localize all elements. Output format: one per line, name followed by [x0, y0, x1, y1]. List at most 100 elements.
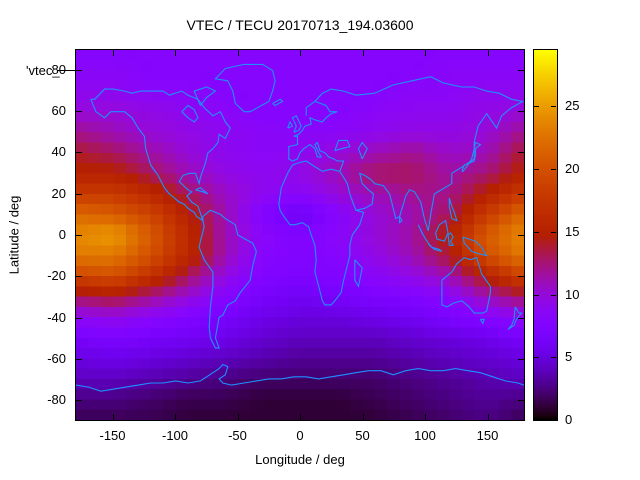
x-axis-tick-label: 100	[414, 428, 436, 443]
legend-key-line	[57, 70, 76, 71]
coastline-south-america	[198, 209, 257, 349]
y-axis-tick	[76, 152, 82, 154]
colorbar-tick	[534, 169, 539, 171]
coastline-hudson-bay	[181, 104, 199, 123]
x-axis-tick-label: 50	[355, 428, 370, 443]
coastline-new-zealand	[507, 306, 523, 331]
coastline-north-america	[90, 88, 231, 222]
coastline-iceland	[272, 98, 284, 107]
colorbar-tick	[551, 420, 556, 421]
colorbar-tick	[551, 294, 556, 296]
plot-title: VTEC / TECU 20170713_194.03600	[186, 17, 414, 33]
x-axis-tick-label: 150	[476, 428, 499, 443]
colorbar-tick-label: 15	[565, 223, 580, 239]
y-axis-tick	[518, 235, 524, 236]
coastline-japan	[461, 141, 482, 172]
y-axis-tick-label: 20	[51, 185, 66, 201]
map-plot-area	[75, 49, 525, 421]
colorbar-tick	[551, 357, 556, 359]
y-axis-tick-label: 0	[58, 227, 66, 242]
x-axis-tick-label: -150	[99, 428, 126, 443]
y-axis-tick-label: -20	[47, 268, 66, 284]
colorbar-tick	[534, 106, 539, 108]
x-axis-tick	[112, 414, 114, 420]
legend-key-label: 'vtec_	[26, 63, 60, 78]
colorbar-tick-label: 20	[565, 161, 580, 177]
x-axis-tick	[425, 50, 426, 56]
y-axis-tick	[76, 359, 82, 360]
coastline-borneo	[435, 219, 449, 242]
x-axis-tick	[237, 414, 239, 420]
y-axis-tick	[76, 69, 82, 71]
colorbar-tick-label: 5	[565, 349, 573, 365]
colorbar-tick	[551, 231, 556, 233]
colorbar-tick	[534, 357, 539, 359]
y-axis-tick-label: 80	[51, 61, 66, 77]
x-axis-tick	[175, 414, 176, 420]
y-axis-tick	[518, 359, 524, 360]
coastline-baffin-island	[193, 86, 217, 106]
coastline-philippines	[448, 197, 458, 222]
y-axis-tick-label: -40	[47, 309, 66, 325]
x-axis-tick	[362, 414, 364, 420]
tec-heatmap-canvas	[76, 50, 524, 420]
x-axis-tick	[487, 414, 489, 420]
colorbar-tick-label: 10	[565, 286, 580, 302]
coastline-black-sea	[334, 139, 351, 152]
colorbar-tick	[534, 294, 539, 296]
y-axis-tick	[76, 317, 82, 319]
coastline-greenland	[214, 63, 276, 113]
y-axis-tick	[518, 152, 524, 154]
coastline-overlay	[76, 63, 524, 392]
coastline-caspian-sea	[357, 141, 368, 160]
y-axis-tick	[518, 69, 524, 71]
coastline-europe-mediterranean	[288, 100, 345, 172]
x-axis-tick	[425, 414, 426, 420]
coastline-tasmania	[479, 318, 485, 325]
y-axis-tick	[76, 193, 82, 195]
y-axis-tick	[76, 400, 82, 402]
coastline-antarctica	[76, 363, 524, 392]
coastline-madagascar	[354, 259, 363, 288]
coastline-sulawesi	[447, 232, 455, 246]
y-axis-tick-label: -60	[47, 351, 66, 366]
coastline-eurasia-africa	[278, 76, 524, 306]
coastline-australia	[441, 256, 491, 314]
x-axis-label: Longitude / deg	[255, 452, 345, 467]
x-axis-tick-label: 0	[296, 428, 304, 443]
x-axis-tick	[112, 50, 114, 56]
coastline-cuba-antilles	[195, 187, 209, 195]
y-axis-tick	[518, 276, 524, 278]
coastline-ireland	[287, 120, 294, 129]
y-axis-tick	[518, 193, 524, 195]
colorbar	[533, 49, 558, 421]
colorbar-tick	[534, 231, 539, 233]
x-axis-tick	[175, 50, 176, 56]
x-axis-tick	[237, 50, 239, 56]
x-axis-tick	[487, 50, 489, 56]
colorbar-tick-label: 25	[565, 98, 580, 114]
colorbar-gradient-canvas	[534, 50, 557, 420]
coastline-sri-lanka	[399, 216, 403, 224]
y-axis-tick-label: 40	[51, 144, 66, 160]
y-axis-tick	[518, 400, 524, 402]
x-axis-tick	[362, 50, 364, 56]
x-axis-tick	[300, 414, 301, 420]
y-axis-tick-label: 60	[51, 103, 66, 118]
y-axis-tick	[76, 235, 82, 236]
coastline-sumatra-java	[417, 224, 443, 252]
x-axis-tick-label: -50	[228, 428, 247, 443]
x-axis-tick-label: -100	[161, 428, 189, 443]
x-axis-tick	[300, 50, 301, 56]
colorbar-tick	[534, 420, 539, 421]
colorbar-tick	[551, 169, 556, 171]
coastline-new-guinea	[462, 236, 488, 257]
y-axis-tick	[76, 111, 82, 112]
y-axis-tick	[518, 317, 524, 319]
coastline-uk	[291, 115, 302, 133]
y-axis-tick-label: -80	[47, 392, 66, 408]
y-axis-tick	[518, 111, 524, 112]
colorbar-tick-label: 0	[565, 412, 573, 427]
y-axis-tick	[76, 276, 82, 278]
